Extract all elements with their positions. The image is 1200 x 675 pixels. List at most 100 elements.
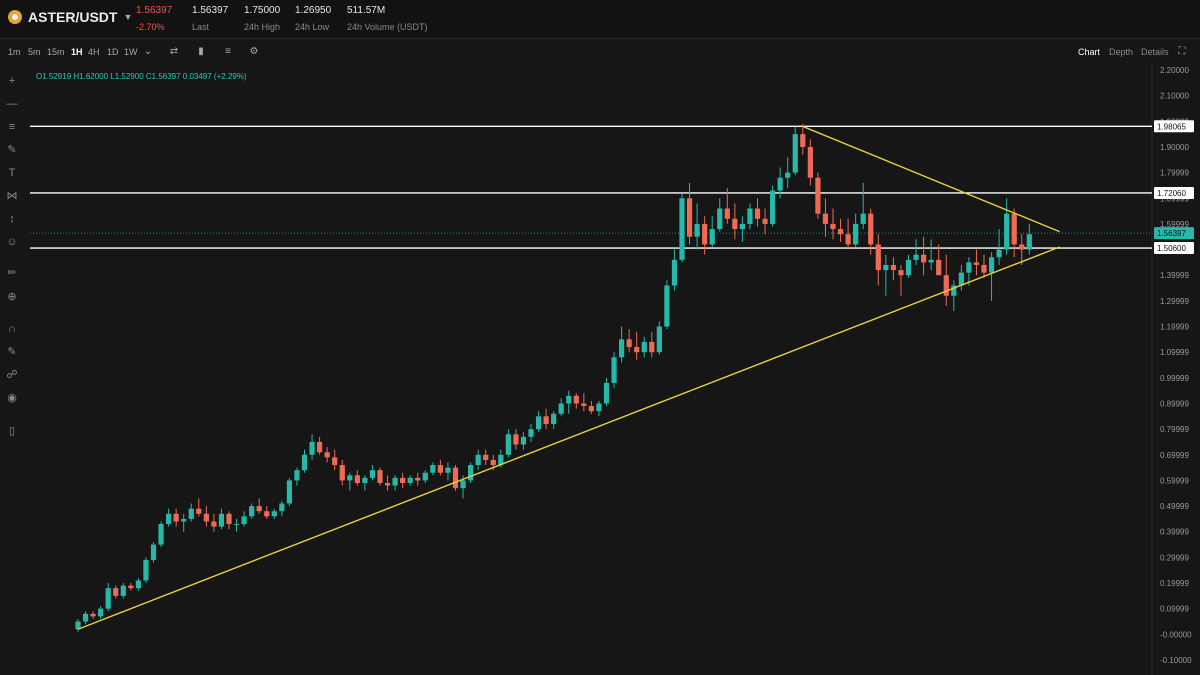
candle-body [430,465,436,473]
y-tick-label: 1.39999 [1160,271,1189,280]
candle-body [445,467,451,473]
ruler-icon[interactable]: ✏ [7,267,17,279]
eye-icon[interactable]: ◉ [7,392,17,404]
y-tick-label: 2.10000 [1160,92,1189,101]
indicators-icon[interactable]: ≡ [225,46,231,57]
timeframe-4h[interactable]: 4H [88,47,100,57]
change-percent: -2.70% [136,22,165,32]
stat-24h-low: 1.26950 24h Low [295,4,331,34]
level-tag-label: 1.98065 [1157,122,1186,131]
tab-depth[interactable]: Depth [1109,47,1134,57]
candle-body [739,223,745,230]
timeframe-1m[interactable]: 1m [8,47,21,57]
y-tick-label: 0.29999 [1160,553,1189,562]
candle-body [656,326,662,353]
candle-body [815,177,821,214]
candle-body [400,477,406,483]
stat-last: 1.56397 Last [192,4,228,34]
brush-icon[interactable]: ✎ [7,144,17,156]
chart-toolbar: 1m 5m 15m 1H 4H 1D 1W ⌄ ⇄ ▮ ≡ ⚙ Chart De… [0,42,1200,64]
candle-body [407,477,413,483]
candle-body [951,285,957,296]
candle-body [203,513,209,522]
y-tick-label: 0.99999 [1160,374,1189,383]
candle-body [294,470,300,481]
tab-details[interactable]: Details [1141,47,1169,57]
tab-chart[interactable]: Chart [1078,47,1101,57]
candle-body [460,480,466,489]
candle-body [158,524,164,545]
candle-body [702,223,708,245]
y-tick-label: 0.19999 [1160,579,1189,588]
y-tick-label: 1.59999 [1160,220,1189,229]
candle-body [113,588,119,596]
candle-body [513,434,519,445]
candle-body [415,477,421,481]
candle-body [1019,244,1025,250]
last-price-stat: 1.56397 -2.70% [136,4,172,34]
candle-body [860,213,866,224]
candle-body [264,511,270,517]
indicator-toggle-icon[interactable]: ⇄ [169,46,179,57]
candle-body [611,357,617,383]
y-tick-label: 0.79999 [1160,425,1189,434]
candle-body [588,406,594,412]
chevron-down-icon[interactable]: ▼ [123,12,133,22]
timeframe-1h[interactable]: 1H [71,47,83,57]
chevron-down-icon[interactable]: ⌄ [143,46,153,57]
candle-body [921,254,927,263]
pair-selector[interactable]: ASTER/USDT ▼ [8,9,132,25]
pattern-icon[interactable]: ⋈ [6,190,18,202]
candle-body [490,459,496,466]
trash-icon[interactable]: ▯ [8,425,16,437]
timeframe-5m[interactable]: 5m [28,47,41,57]
text-icon[interactable]: T [8,167,16,179]
fullscreen-icon[interactable]: ⛶ [1178,46,1186,57]
candle-body [498,454,504,466]
y-tick-label: 0.89999 [1160,399,1189,408]
candle-body [566,395,572,404]
horizontal-line-icon[interactable]: — [6,98,18,110]
current-price-tag-label: 1.56397 [1157,229,1186,238]
candle-body [150,544,157,560]
candle-body [649,341,655,353]
candle-body [709,229,715,245]
level-tag-bg [1154,186,1194,199]
last-price: 1.56397 [136,5,173,16]
candle-body [82,613,89,622]
candle-body [256,506,262,512]
zoom-in-icon[interactable]: ⊕ [7,291,17,303]
candle-body [724,208,730,219]
gear-icon[interactable]: ⚙ [249,46,259,57]
timeframe-1w[interactable]: 1W [124,47,138,57]
y-tick-label: -0.00000 [1160,630,1192,639]
stat-24h-volume: 511.57M 24h Volume (USDT) [347,4,428,34]
timeframe-15m[interactable]: 15m [47,47,65,57]
candle-body [596,403,602,412]
lock-icon[interactable]: ☍ [6,369,18,381]
emoji-icon[interactable]: ☺ [6,236,18,248]
candle-body [671,259,678,286]
candle-type-icon[interactable]: ▮ [198,46,204,57]
pencil-lock-icon[interactable]: ✎ [7,346,17,358]
candle-body [875,244,881,271]
y-tick-label: 1.29999 [1160,297,1189,306]
candle-body [770,190,776,224]
parallel-lines-icon[interactable]: ≡ [8,121,16,133]
y-tick-label: 0.09999 [1160,605,1189,614]
timeframe-1d[interactable]: 1D [107,47,119,57]
candle-body [143,559,149,581]
candle-body [981,264,987,273]
candle-body [898,270,904,276]
candle-body [90,613,96,617]
measure-range-icon[interactable]: ↕ [9,213,15,225]
magnet-icon[interactable]: ∩ [8,323,16,335]
candle-body [271,511,277,517]
aster-coin-icon [8,10,22,24]
y-tick-label: 0.59999 [1160,476,1189,485]
candle-body [339,465,345,481]
crosshair-icon[interactable]: + [8,75,16,87]
candle-body [958,272,964,286]
candle-body [241,516,247,525]
